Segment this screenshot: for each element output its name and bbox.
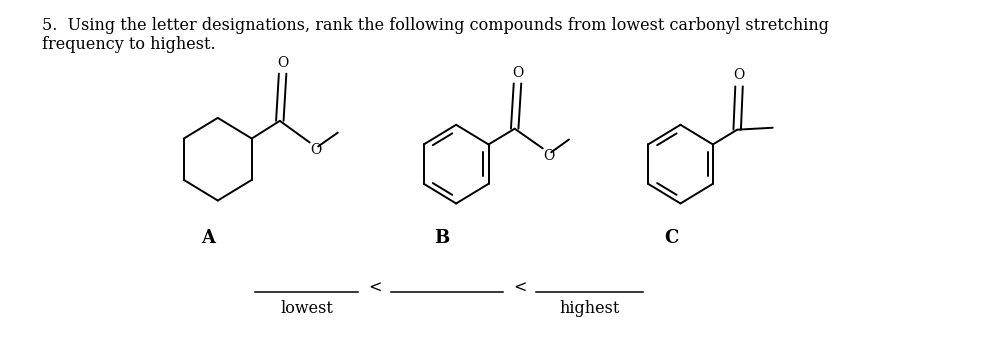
Text: O: O [310,143,322,158]
Text: <: < [368,280,382,297]
Text: O: O [734,68,744,83]
Text: O: O [277,56,289,70]
Text: <: < [513,280,526,297]
Text: C: C [664,229,679,247]
Text: O: O [512,65,523,79]
Text: B: B [434,229,450,247]
Text: 5.  Using the letter designations, rank the following compounds from lowest carb: 5. Using the letter designations, rank t… [42,17,829,53]
Text: A: A [201,229,215,247]
Text: highest: highest [560,300,620,317]
Text: O: O [544,149,555,163]
Text: lowest: lowest [280,300,333,317]
